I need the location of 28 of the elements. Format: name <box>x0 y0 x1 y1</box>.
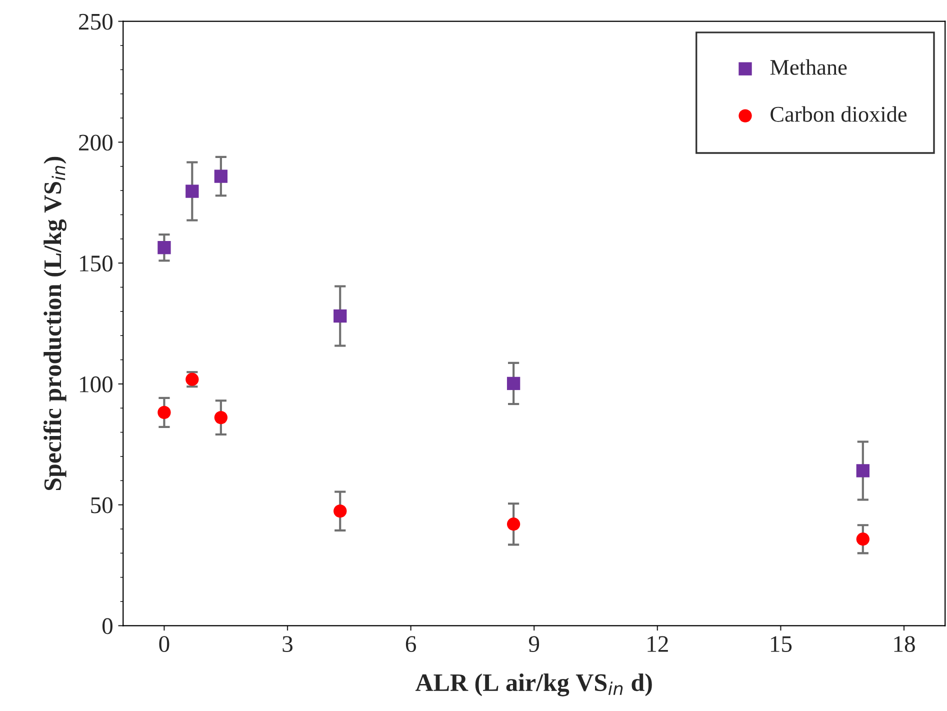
y-axis-title: Specific production (L/kg VS$_{in}$) <box>43 156 66 490</box>
point <box>506 376 520 390</box>
point <box>158 241 171 254</box>
point <box>856 532 870 546</box>
y-tick-label: 250 <box>79 14 112 30</box>
x-tick-label: 12 <box>648 636 668 652</box>
x-tick-label: 18 <box>894 636 915 652</box>
point <box>334 309 347 323</box>
y-tick-label: 100 <box>80 376 112 392</box>
x-axis-title: ALR (L air/kg VS$_{in}$ d) <box>415 673 652 696</box>
point <box>214 170 228 183</box>
point <box>186 184 199 198</box>
point <box>506 518 520 531</box>
x-tick-label: 0 <box>159 636 170 652</box>
x-tick-label: 15 <box>770 636 792 652</box>
y-tick-label: 0 <box>102 618 112 634</box>
x-tick-label: 9 <box>528 636 540 652</box>
y-tick-label: 150 <box>80 256 112 272</box>
y-tick-label: 50 <box>91 497 112 514</box>
point <box>856 464 870 478</box>
y-tick-label: 200 <box>79 134 112 151</box>
x-tick-label: 6 <box>406 636 416 652</box>
point <box>214 410 228 424</box>
legend-label: Carbon dioxide <box>770 106 907 122</box>
legend-label: Methane <box>770 59 847 75</box>
x-tick-label: 3 <box>282 636 292 652</box>
point <box>158 406 171 420</box>
point <box>334 504 347 518</box>
